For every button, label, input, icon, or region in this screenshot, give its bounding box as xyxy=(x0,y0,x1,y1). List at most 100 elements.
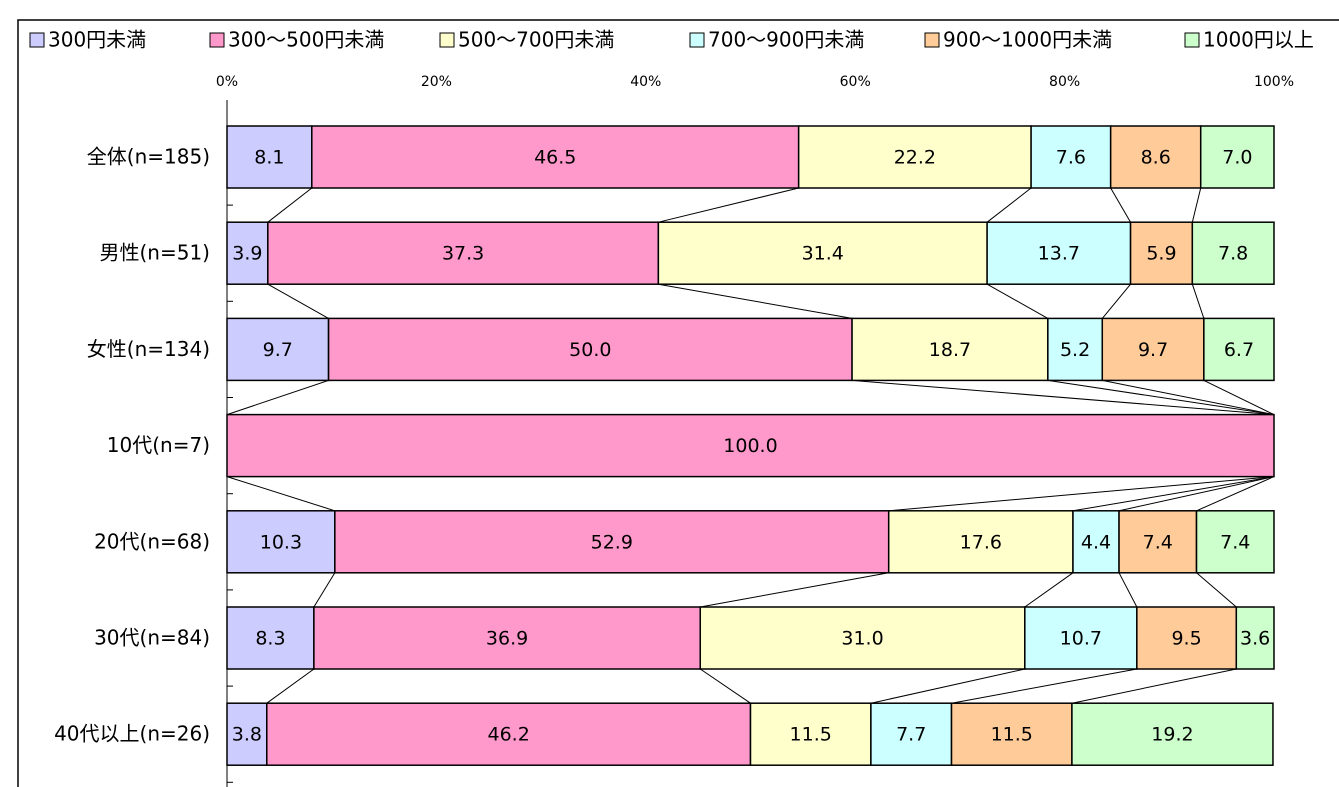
value-label: 100.0 xyxy=(723,435,777,457)
series-connector xyxy=(267,283,329,319)
series-connector xyxy=(658,187,799,223)
bar-segment xyxy=(1191,221,1275,285)
chart-frame xyxy=(17,19,1339,787)
value-label: 31.0 xyxy=(841,628,883,650)
value-label: 13.7 xyxy=(1038,243,1080,265)
x-tick-label: 60% xyxy=(840,74,871,90)
value-label: 11.5 xyxy=(790,724,832,746)
series-connector xyxy=(267,187,313,223)
value-label: 9.7 xyxy=(263,339,293,361)
series-connector xyxy=(266,668,315,704)
bar-segment xyxy=(1199,125,1275,189)
series-connector xyxy=(1102,379,1275,416)
bar-segment xyxy=(1235,606,1275,670)
value-label: 5.2 xyxy=(1060,339,1090,361)
series-connector xyxy=(1047,379,1275,416)
value-label: 7.0 xyxy=(1222,147,1252,169)
series-connector xyxy=(1191,187,1202,223)
series-connector xyxy=(870,668,1025,704)
bar-segment xyxy=(226,702,268,766)
value-label: 4.4 xyxy=(1081,531,1111,553)
value-label: 10.7 xyxy=(1060,628,1102,650)
value-label: 7.7 xyxy=(896,724,926,746)
series-connector xyxy=(951,668,1137,704)
bar-segment xyxy=(226,125,313,189)
legend-label: 1000円以上 xyxy=(1203,28,1314,52)
series-connector xyxy=(226,476,335,512)
x-tick-label: 40% xyxy=(630,74,661,90)
bar-segment xyxy=(1195,510,1275,574)
legend-label: 700～900円未満 xyxy=(708,28,864,52)
value-label: 52.9 xyxy=(591,531,633,553)
bar-segment xyxy=(1071,702,1274,766)
value-label: 8.1 xyxy=(254,147,284,169)
legend-label: 900～1000円未満 xyxy=(943,28,1112,52)
category-label: 20代(n=68) xyxy=(94,529,210,553)
value-label: 3.9 xyxy=(232,243,262,265)
series-connector xyxy=(1118,572,1138,608)
series-connector xyxy=(986,187,1032,223)
legend-swatch xyxy=(924,32,940,48)
series-connector xyxy=(1118,476,1275,512)
legend-swatch xyxy=(439,32,455,48)
series-connector xyxy=(888,476,1275,512)
value-label: 18.7 xyxy=(929,339,971,361)
value-label: 31.4 xyxy=(802,243,844,265)
bar-segment xyxy=(1136,606,1238,670)
bar-segment xyxy=(749,702,872,766)
value-label: 3.8 xyxy=(232,724,262,746)
value-label: 8.6 xyxy=(1141,147,1171,169)
series-connector xyxy=(1071,668,1237,704)
value-label: 7.6 xyxy=(1056,147,1086,169)
value-label: 19.2 xyxy=(1151,724,1193,746)
bar-segment xyxy=(657,221,988,285)
bar-segment xyxy=(1118,510,1198,574)
bar-segment xyxy=(851,317,1049,382)
series-connector xyxy=(986,283,1049,319)
value-label: 9.7 xyxy=(1138,339,1168,361)
value-label: 8.3 xyxy=(255,628,285,650)
value-label: 6.7 xyxy=(1224,339,1254,361)
value-label: 7.8 xyxy=(1218,243,1248,265)
series-connector xyxy=(1191,284,1205,319)
category-label: 30代(n=84) xyxy=(94,626,210,650)
legend-swatch xyxy=(1184,32,1200,48)
value-label: 37.3 xyxy=(442,243,484,265)
bar-segment xyxy=(226,413,1275,478)
x-tick-label: 100% xyxy=(1254,74,1294,90)
category-label: 40代以上(n=26) xyxy=(54,722,210,746)
series-connector xyxy=(1101,283,1131,319)
x-tick-label: 20% xyxy=(421,74,452,90)
legend-swatch xyxy=(689,32,705,48)
bar-segment xyxy=(327,317,853,382)
series-connector xyxy=(1110,187,1131,223)
value-label: 7.4 xyxy=(1220,531,1250,553)
bar-segment xyxy=(226,317,330,382)
legend-swatch xyxy=(29,32,45,48)
bar-segment xyxy=(313,606,701,670)
series-connector xyxy=(852,379,1275,416)
series-connector xyxy=(226,379,329,416)
series-connector xyxy=(1203,379,1275,416)
value-label: 9.5 xyxy=(1171,628,1201,650)
value-label: 46.5 xyxy=(534,147,576,169)
bar-segment xyxy=(699,606,1026,670)
value-label: 7.4 xyxy=(1143,531,1173,553)
legend-label: 300～500円未満 xyxy=(228,28,384,52)
legend-label: 300円未満 xyxy=(48,28,146,52)
series-connector xyxy=(1024,572,1074,608)
value-label: 17.6 xyxy=(960,531,1002,553)
series-connector xyxy=(1196,572,1237,608)
bar-segment xyxy=(334,510,890,574)
series-connector xyxy=(700,572,889,608)
legend-label: 500～700円未満 xyxy=(458,28,614,52)
value-label: 5.9 xyxy=(1146,243,1176,265)
series-connector xyxy=(658,283,853,319)
bar-segment xyxy=(226,606,315,670)
category-label: 女性(n=134) xyxy=(87,337,210,361)
value-label: 11.5 xyxy=(991,724,1033,746)
value-label: 46.2 xyxy=(487,724,529,746)
bar-segment xyxy=(1024,606,1138,670)
